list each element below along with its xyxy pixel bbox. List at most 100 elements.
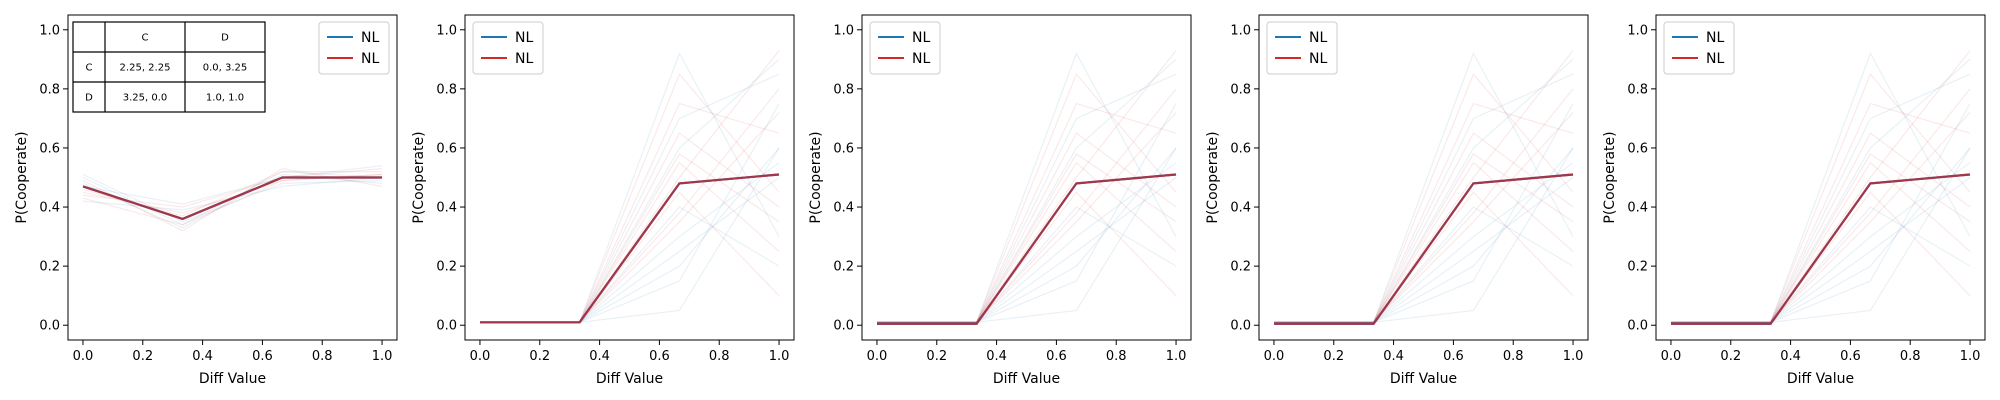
faint-line	[1274, 147, 1574, 323]
faint-line	[82, 168, 383, 208]
x-tick-label: 0.0	[1264, 349, 1285, 364]
y-tick-label: 0.4	[1627, 201, 1648, 216]
y-tick-label: 1.0	[39, 23, 60, 38]
table-cell: 2.25, 2.25	[120, 63, 171, 74]
faint-line	[480, 206, 780, 323]
y-tick-label: 0.8	[39, 82, 60, 97]
y-axis-label: P(Cooperate)	[1602, 131, 1618, 223]
faint-line	[1671, 132, 1971, 323]
faint-line	[1274, 103, 1574, 323]
faint-line	[1671, 147, 1971, 323]
y-axis-label: P(Cooperate)	[14, 131, 30, 223]
x-tick-label: 0.8	[1900, 349, 1921, 364]
x-axis-label: Diff Value	[199, 371, 266, 387]
faint-line	[1274, 162, 1574, 323]
x-tick-label: 0.2	[529, 349, 550, 364]
faint-line	[877, 51, 1177, 323]
faint-line	[1274, 147, 1574, 323]
x-tick-label: 0.8	[1503, 349, 1524, 364]
faint-line	[877, 72, 1177, 323]
x-tick-label: 0.4	[589, 349, 610, 364]
axes-frame	[464, 14, 795, 341]
table-col-header: C	[142, 33, 149, 44]
y-tick-label: 0.4	[436, 201, 457, 216]
faint-line	[1274, 88, 1574, 323]
faint-line	[1274, 153, 1574, 323]
x-tick-label: 1.0	[372, 349, 393, 364]
faint-line	[1671, 112, 1971, 323]
y-tick-label: 0.0	[1230, 319, 1251, 334]
legend: NL NL	[472, 21, 544, 75]
table-cell: 3.25, 0.0	[123, 93, 168, 104]
faint-line	[1671, 153, 1971, 323]
faint-line	[877, 88, 1177, 323]
faint-line	[1671, 72, 1971, 323]
subplot-3: 0.0 0.2 0.4 0.6 0.8 1.0 0.0 0.2 0.4 0.6 0.8 1.0 Diff…	[808, 14, 1192, 387]
faint-line	[877, 161, 1177, 323]
table-cell: 1.0, 1.0	[206, 93, 244, 104]
faint-line	[1274, 206, 1574, 323]
y-axis-label: P(Cooperate)	[808, 131, 824, 223]
legend-label: NL	[361, 51, 379, 67]
axes-frame	[1258, 14, 1589, 341]
legend-box	[472, 21, 544, 75]
legend-label: NL	[1706, 51, 1724, 67]
x-tick-label: 0.4	[192, 349, 213, 364]
faint-line	[82, 173, 383, 223]
table-cell: 0.0, 3.25	[203, 63, 248, 74]
x-tick-label: 0.0	[470, 349, 491, 364]
x-tick-label: 0.0	[1661, 349, 1682, 364]
x-tick-label: 0.2	[1720, 349, 1741, 364]
y-tick-label: 0.6	[39, 141, 60, 156]
faint-line	[1671, 102, 1971, 323]
faint-line	[877, 153, 1177, 323]
x-tick-label: 0.6	[252, 349, 273, 364]
faint-line	[1671, 73, 1971, 323]
legend: NL NL	[318, 21, 390, 75]
table-col-header: D	[221, 33, 229, 44]
faint-line	[1671, 206, 1971, 323]
x-tick-label: 0.4	[986, 349, 1007, 364]
faint-line	[1671, 177, 1971, 323]
faint-line	[1274, 72, 1574, 323]
legend-box	[1663, 21, 1735, 75]
faint-line	[82, 165, 383, 205]
series-line-2	[82, 176, 382, 221]
faint-line	[1274, 177, 1574, 323]
y-axis-label: P(Cooperate)	[411, 131, 427, 223]
x-tick-label: 0.2	[132, 349, 153, 364]
legend-label: NL	[1309, 51, 1327, 67]
x-tick-label: 0.6	[1046, 349, 1067, 364]
legend: NL NL	[1663, 21, 1735, 75]
faint-line	[877, 132, 1177, 323]
faint-line	[480, 102, 780, 323]
legend-label: NL	[1309, 30, 1327, 46]
y-tick-label: 1.0	[833, 23, 854, 38]
legend-box	[869, 21, 941, 75]
y-tick-label: 0.6	[1230, 141, 1251, 156]
y-tick-label: 0.6	[436, 141, 457, 156]
subplot-4: 0.0 0.2 0.4 0.6 0.8 1.0 0.0 0.2 0.4 0.6 0.8 1.0 Diff…	[1205, 14, 1589, 387]
faint-line	[877, 102, 1177, 323]
y-tick-label: 1.0	[436, 23, 457, 38]
faint-line	[1671, 191, 1971, 323]
x-axis-label: Diff Value	[1787, 371, 1854, 387]
faint-line	[82, 173, 383, 229]
x-tick-label: 1.0	[1166, 349, 1187, 364]
faint-line	[1671, 88, 1971, 323]
payoff-table: C D C 2.25, 2.25 0.0, 3.25 D 3.25, 0.0 1.0, 1.0	[72, 21, 266, 113]
faint-line	[1671, 58, 1971, 323]
legend-label: NL	[515, 30, 533, 46]
x-tick-label: 1.0	[769, 349, 790, 364]
y-tick-label: 0.2	[1230, 260, 1251, 275]
faint-line	[1274, 191, 1574, 323]
legend-label: NL	[1706, 30, 1724, 46]
y-tick-label: 0.2	[833, 260, 854, 275]
faint-line	[1671, 162, 1971, 323]
faint-line	[1274, 132, 1574, 323]
axes-frame	[1655, 14, 1986, 341]
faint-line	[1274, 161, 1574, 323]
y-tick-label: 0.8	[1230, 82, 1251, 97]
subplot-1: 0.0 0.2 0.4 0.6 0.8 1.0 0.0 0.2 0.4 0.6 0.8 1.0 Diff…	[14, 14, 398, 387]
table-row-header: C	[86, 63, 93, 74]
